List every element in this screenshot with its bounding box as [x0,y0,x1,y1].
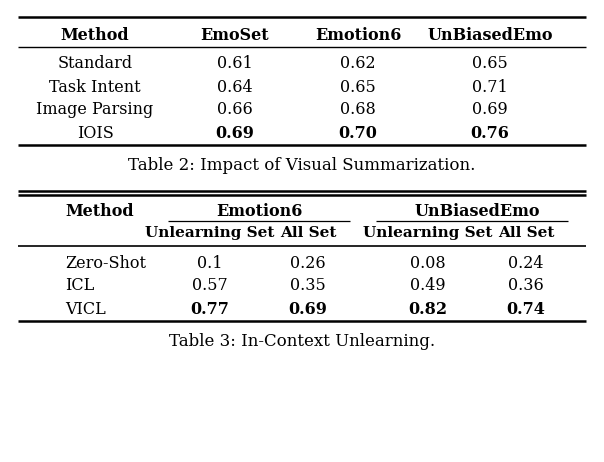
Text: VICL: VICL [65,300,106,317]
Text: EmoSet: EmoSet [201,26,269,43]
Text: 0.69: 0.69 [289,300,327,317]
Text: Standard: Standard [57,55,132,73]
Text: Method: Method [65,202,133,219]
Text: 0.68: 0.68 [340,102,376,118]
Text: 0.64: 0.64 [217,79,253,96]
Text: 0.74: 0.74 [507,300,545,317]
Text: 0.65: 0.65 [472,55,508,73]
Text: 0.77: 0.77 [191,300,230,317]
Text: 0.1: 0.1 [198,255,223,272]
Text: Emotion6: Emotion6 [315,26,401,43]
Text: 0.76: 0.76 [471,124,509,141]
Text: Emotion6: Emotion6 [216,202,302,219]
Text: 0.24: 0.24 [508,255,544,272]
Text: Table 3: In-Context Unlearning.: Table 3: In-Context Unlearning. [169,333,435,349]
Text: IOIS: IOIS [77,124,114,141]
Text: 0.69: 0.69 [472,102,508,118]
Text: Image Parsing: Image Parsing [36,102,153,118]
Text: Zero-Shot: Zero-Shot [65,255,146,272]
Text: All Set: All Set [280,226,336,240]
Text: Unlearning Set: Unlearning Set [146,226,275,240]
Text: 0.49: 0.49 [410,278,446,294]
Text: 0.70: 0.70 [339,124,378,141]
Text: UnBiasedEmo: UnBiasedEmo [414,202,540,219]
Text: 0.69: 0.69 [216,124,254,141]
Text: 0.66: 0.66 [217,102,253,118]
Text: Method: Method [60,26,129,43]
Text: 0.62: 0.62 [340,55,376,73]
Text: Task Intent: Task Intent [49,79,141,96]
Text: 0.36: 0.36 [508,278,544,294]
Text: 0.57: 0.57 [192,278,228,294]
Text: 0.65: 0.65 [340,79,376,96]
Text: Unlearning Set: Unlearning Set [364,226,493,240]
Text: 0.82: 0.82 [408,300,448,317]
Text: Table 2: Impact of Visual Summarization.: Table 2: Impact of Visual Summarization. [128,157,476,174]
Text: 0.71: 0.71 [472,79,508,96]
Text: ICL: ICL [65,278,94,294]
Text: 0.61: 0.61 [217,55,253,73]
Text: 0.35: 0.35 [290,278,326,294]
Text: 0.26: 0.26 [290,255,326,272]
Text: 0.08: 0.08 [410,255,446,272]
Text: UnBiasedEmo: UnBiasedEmo [427,26,553,43]
Text: All Set: All Set [498,226,554,240]
